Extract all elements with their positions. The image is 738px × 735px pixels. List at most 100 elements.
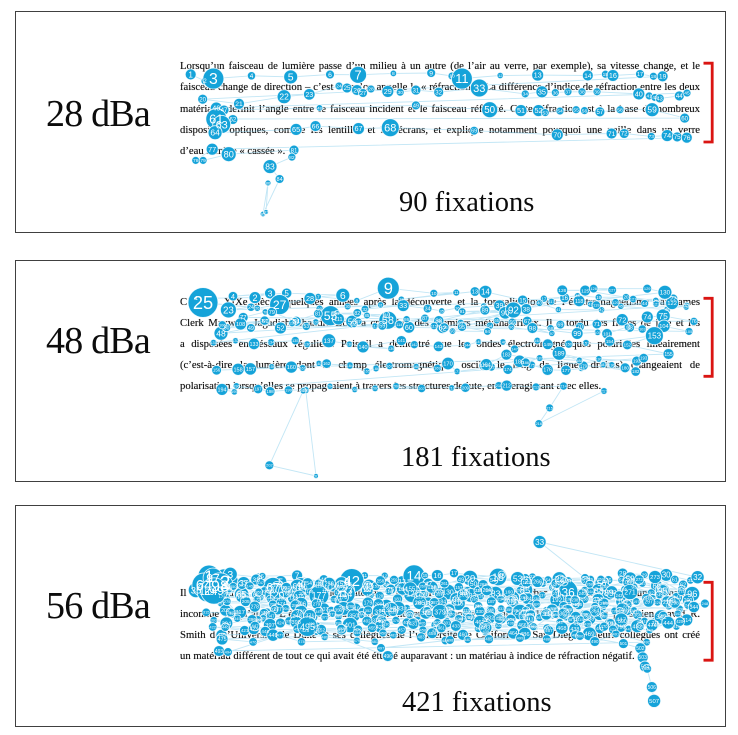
svg-text:23: 23 xyxy=(530,574,536,579)
svg-text:412: 412 xyxy=(556,620,563,625)
svg-text:422: 422 xyxy=(209,624,216,629)
svg-text:502: 502 xyxy=(636,646,645,652)
svg-text:142: 142 xyxy=(411,342,418,347)
svg-text:118: 118 xyxy=(575,299,583,305)
svg-text:273: 273 xyxy=(650,575,661,581)
svg-text:408: 408 xyxy=(455,616,462,621)
svg-text:22: 22 xyxy=(670,297,676,303)
svg-text:6: 6 xyxy=(340,290,346,302)
svg-text:344: 344 xyxy=(690,605,699,611)
svg-text:386: 386 xyxy=(552,612,559,617)
svg-text:75: 75 xyxy=(674,134,681,141)
svg-text:323: 323 xyxy=(335,614,342,619)
svg-text:253: 253 xyxy=(267,587,274,592)
svg-text:2: 2 xyxy=(252,293,257,303)
svg-text:26: 26 xyxy=(353,87,361,94)
svg-text:53: 53 xyxy=(304,324,310,330)
svg-text:98: 98 xyxy=(529,326,537,333)
svg-text:71: 71 xyxy=(608,131,616,138)
svg-text:496: 496 xyxy=(384,654,393,660)
svg-text:56: 56 xyxy=(348,317,357,326)
svg-text:497: 497 xyxy=(378,645,385,650)
svg-text:30: 30 xyxy=(662,571,671,580)
svg-text:466: 466 xyxy=(518,623,527,629)
svg-text:272: 272 xyxy=(636,577,644,582)
svg-text:179: 179 xyxy=(580,363,588,368)
svg-text:50: 50 xyxy=(224,325,230,331)
svg-text:11: 11 xyxy=(455,71,468,86)
svg-text:240: 240 xyxy=(579,591,587,596)
svg-text:50: 50 xyxy=(484,105,495,116)
svg-text:181: 181 xyxy=(394,597,402,602)
svg-text:481: 481 xyxy=(371,639,378,644)
svg-text:162: 162 xyxy=(323,361,331,366)
svg-text:167: 167 xyxy=(386,363,393,368)
svg-text:345: 345 xyxy=(234,616,241,621)
svg-text:66: 66 xyxy=(509,320,515,326)
svg-text:182: 182 xyxy=(632,369,640,374)
svg-text:91: 91 xyxy=(460,309,466,314)
svg-text:331: 331 xyxy=(463,608,470,613)
svg-text:452: 452 xyxy=(317,627,325,633)
svg-text:456: 456 xyxy=(380,630,387,635)
svg-text:43: 43 xyxy=(657,96,663,102)
svg-text:314: 314 xyxy=(682,618,691,624)
svg-text:506: 506 xyxy=(648,685,657,691)
svg-text:169: 169 xyxy=(434,366,441,371)
svg-text:104: 104 xyxy=(659,324,668,330)
svg-text:141: 141 xyxy=(595,590,602,595)
svg-text:20: 20 xyxy=(623,295,629,300)
svg-text:170: 170 xyxy=(443,362,453,368)
svg-text:461: 461 xyxy=(438,626,446,631)
svg-text:12: 12 xyxy=(399,297,404,302)
svg-text:236: 236 xyxy=(520,595,527,600)
svg-text:84: 84 xyxy=(384,312,389,317)
svg-text:157: 157 xyxy=(455,585,463,590)
svg-text:77: 77 xyxy=(240,316,247,322)
svg-text:128: 128 xyxy=(590,286,597,291)
svg-text:166: 166 xyxy=(624,580,632,585)
svg-text:92: 92 xyxy=(508,306,519,317)
svg-text:315: 315 xyxy=(203,610,210,615)
svg-text:125: 125 xyxy=(581,288,589,294)
svg-text:140: 140 xyxy=(359,345,368,351)
svg-text:76: 76 xyxy=(691,319,697,325)
svg-text:285: 285 xyxy=(415,600,426,607)
svg-text:62: 62 xyxy=(230,117,237,124)
svg-text:17: 17 xyxy=(451,571,457,577)
svg-text:185: 185 xyxy=(515,359,524,365)
svg-text:13: 13 xyxy=(472,290,478,296)
svg-text:275: 275 xyxy=(224,599,231,604)
svg-text:255: 255 xyxy=(337,584,345,590)
svg-text:61: 61 xyxy=(672,577,678,583)
svg-text:455: 455 xyxy=(368,625,376,630)
svg-text:73: 73 xyxy=(649,134,655,140)
svg-text:202: 202 xyxy=(266,463,273,468)
svg-text:30: 30 xyxy=(397,90,403,96)
svg-text:492: 492 xyxy=(643,640,650,645)
svg-text:364: 364 xyxy=(591,609,600,615)
svg-text:405: 405 xyxy=(419,621,426,626)
svg-text:250: 250 xyxy=(230,584,237,589)
svg-text:36: 36 xyxy=(553,90,559,96)
svg-text:32: 32 xyxy=(362,307,368,312)
svg-text:252: 252 xyxy=(283,585,291,590)
svg-text:74: 74 xyxy=(663,131,671,140)
svg-text:268: 268 xyxy=(586,582,593,587)
svg-text:87: 87 xyxy=(422,316,428,322)
svg-text:189: 189 xyxy=(554,351,565,358)
svg-text:379: 379 xyxy=(434,610,446,617)
svg-text:475: 475 xyxy=(218,637,227,643)
svg-text:213: 213 xyxy=(533,384,540,389)
svg-text:187: 187 xyxy=(536,356,543,361)
svg-text:197: 197 xyxy=(255,387,263,392)
svg-text:106: 106 xyxy=(219,322,226,327)
svg-text:103: 103 xyxy=(639,326,646,331)
svg-text:173: 173 xyxy=(267,596,274,601)
svg-text:446: 446 xyxy=(222,625,229,630)
svg-text:479: 479 xyxy=(354,638,361,643)
svg-text:365: 365 xyxy=(616,609,623,614)
svg-text:160: 160 xyxy=(505,589,513,595)
svg-text:41: 41 xyxy=(646,94,652,100)
svg-text:199: 199 xyxy=(285,388,292,393)
